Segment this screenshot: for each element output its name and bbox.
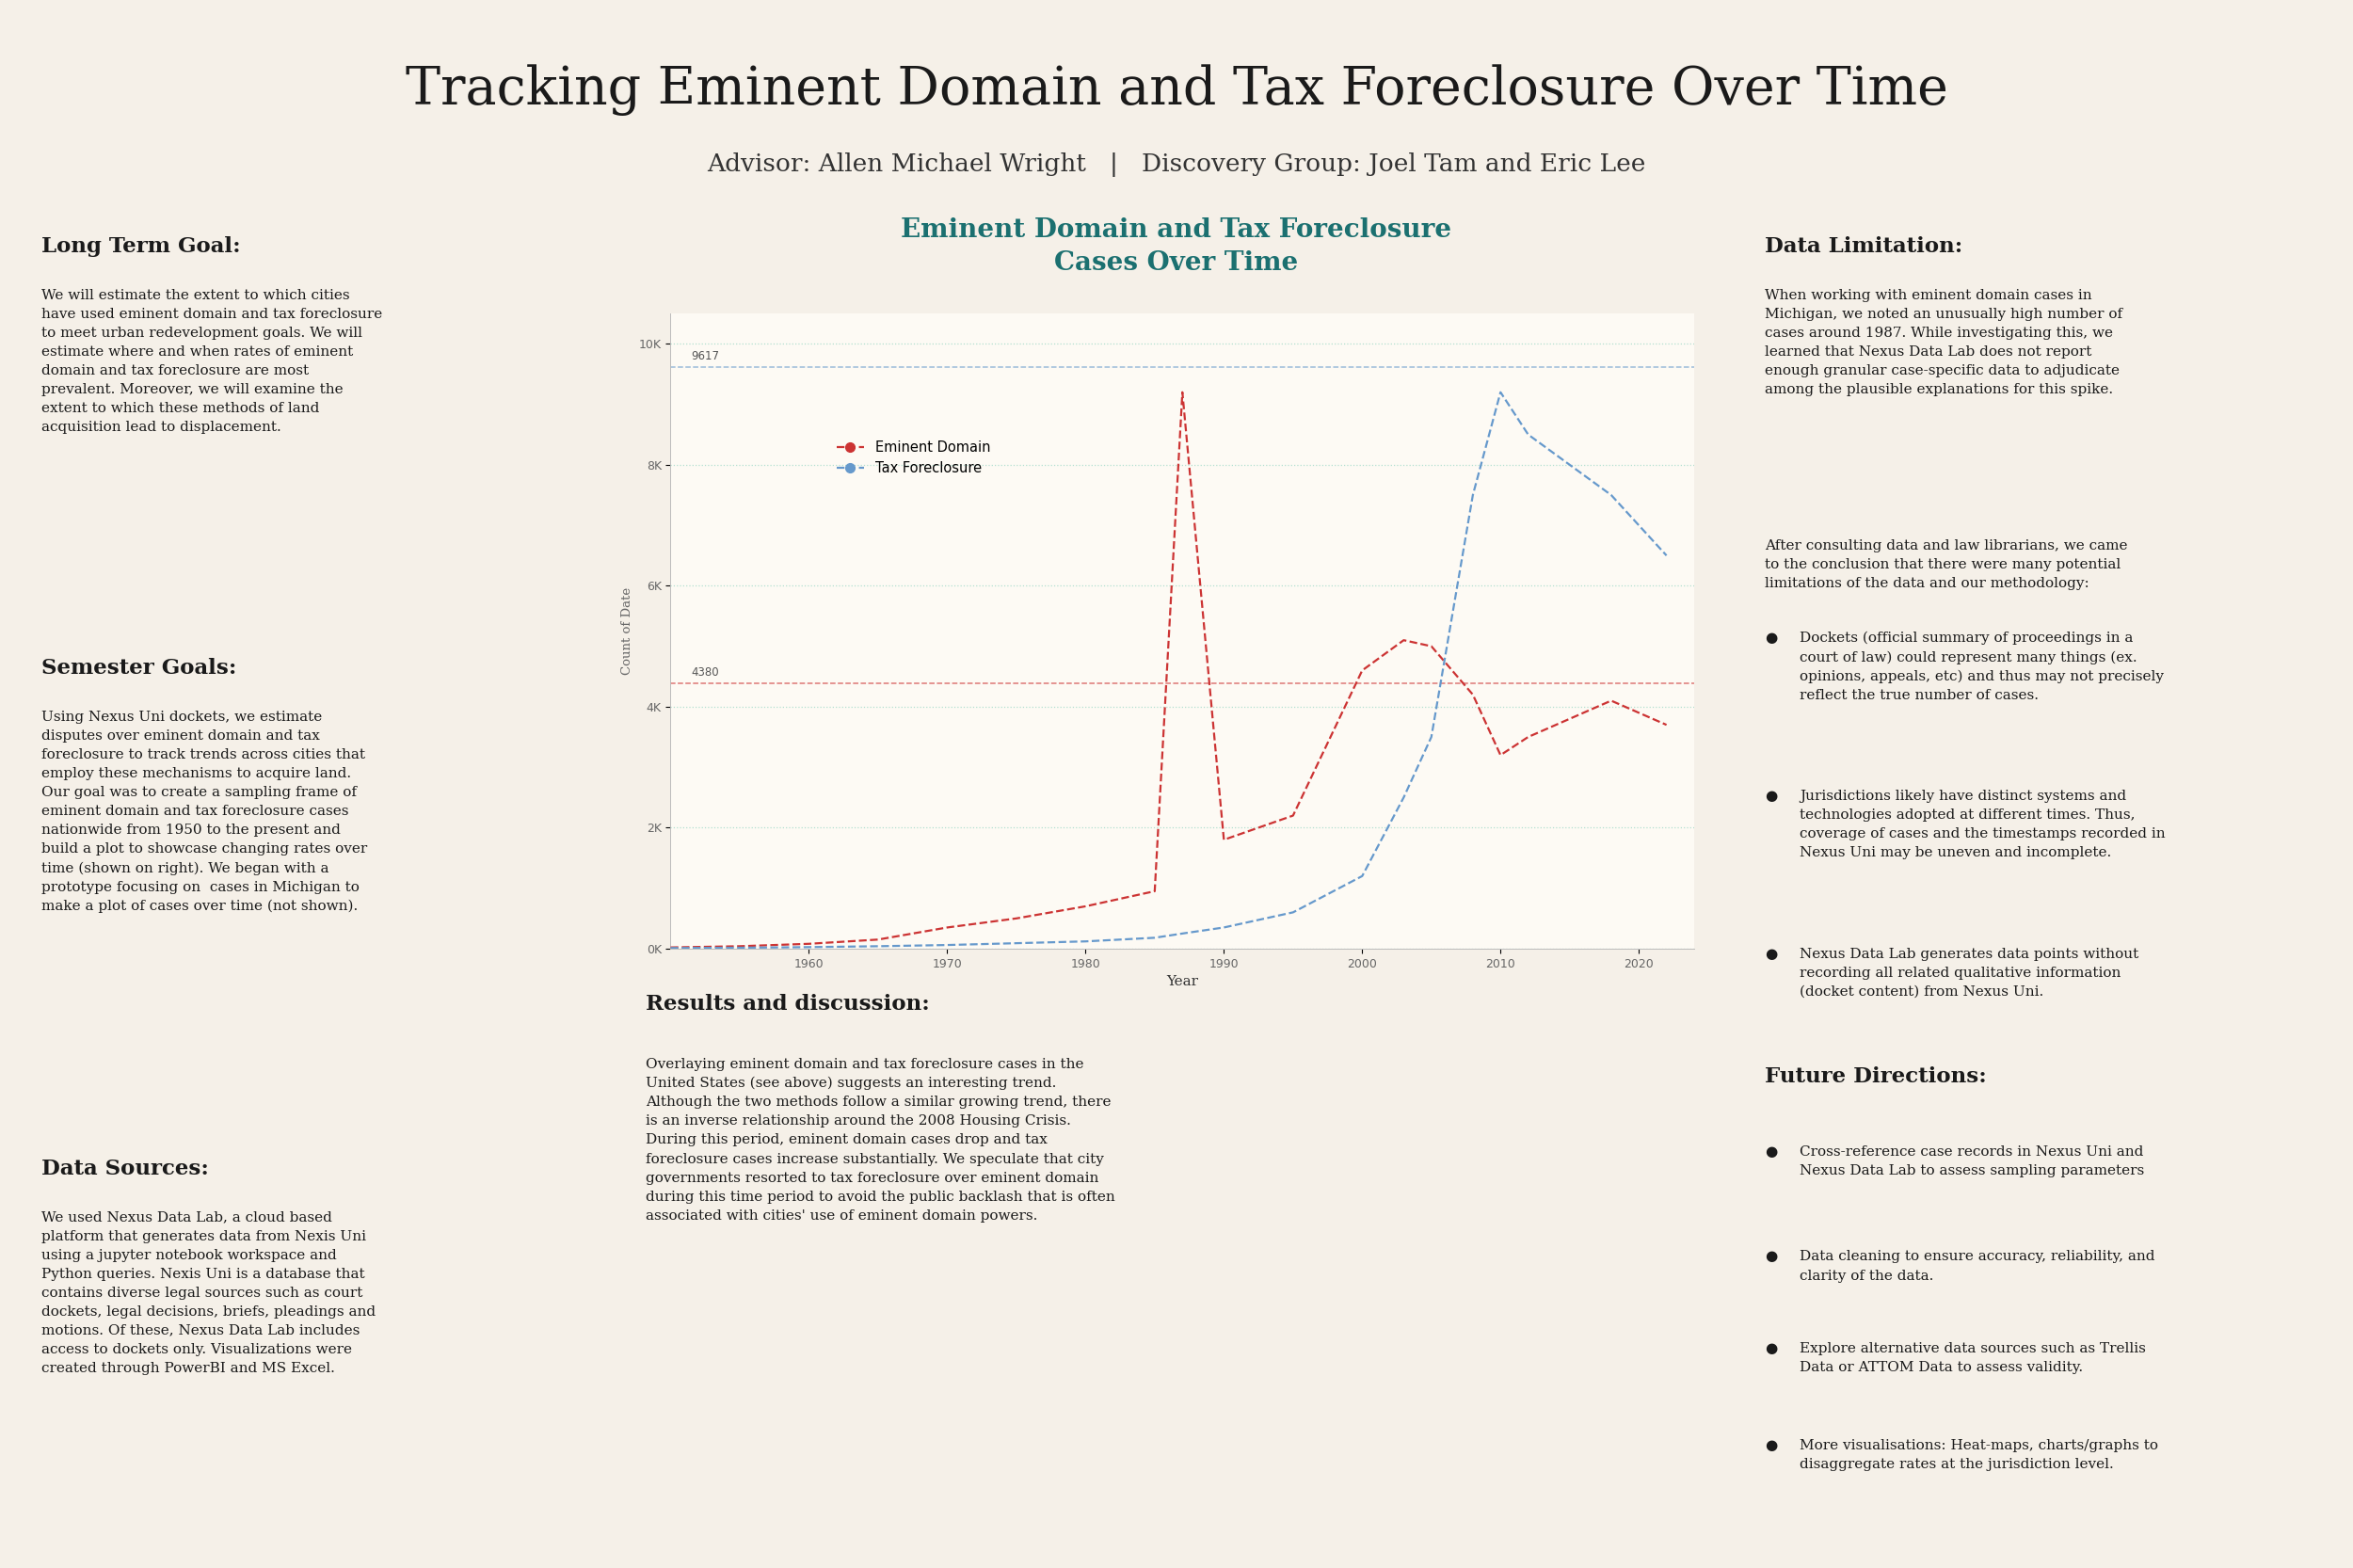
Text: Data cleaning to ensure accuracy, reliability, and
clarity of the data.: Data cleaning to ensure accuracy, reliab… (1800, 1250, 2155, 1283)
Text: ●: ● (1765, 632, 1777, 644)
Text: Dockets (official summary of proceedings in a
court of law) could represent many: Dockets (official summary of proceedings… (1800, 632, 2165, 702)
Text: 9617: 9617 (692, 350, 720, 362)
Text: Cross-reference case records in Nexus Uni and
Nexus Data Lab to assess sampling : Cross-reference case records in Nexus Un… (1800, 1145, 2144, 1178)
Text: Results and discussion:: Results and discussion: (645, 994, 929, 1014)
Text: Using Nexus Uni dockets, we estimate
disputes over eminent domain and tax
forecl: Using Nexus Uni dockets, we estimate dis… (42, 710, 367, 913)
Text: ●: ● (1765, 947, 1777, 961)
Text: When working with eminent domain cases in
Michigan, we noted an unusually high n: When working with eminent domain cases i… (1765, 289, 2122, 397)
Text: Explore alternative data sources such as Trellis
Data or ATTOM Data to assess va: Explore alternative data sources such as… (1800, 1342, 2146, 1375)
Text: After consulting data and law librarians, we came
to the conclusion that there w: After consulting data and law librarians… (1765, 539, 2127, 590)
Legend: Eminent Domain, Tax Foreclosure: Eminent Domain, Tax Foreclosure (831, 434, 995, 481)
Text: ●: ● (1765, 1439, 1777, 1452)
Text: We used Nexus Data Lab, a cloud based
platform that generates data from Nexis Un: We used Nexus Data Lab, a cloud based pl… (42, 1210, 376, 1375)
Text: ●: ● (1765, 1145, 1777, 1159)
Text: Advisor: Allen Michael Wright   |   Discovery Group: Joel Tam and Eric Lee: Advisor: Allen Michael Wright | Discover… (708, 152, 1645, 177)
Text: Eminent Domain and Tax Foreclosure
Cases Over Time: Eminent Domain and Tax Foreclosure Cases… (901, 218, 1452, 276)
X-axis label: Year: Year (1167, 975, 1198, 988)
Text: Semester Goals:: Semester Goals: (42, 657, 238, 679)
Text: Data Limitation:: Data Limitation: (1765, 237, 1962, 257)
Text: Tracking Eminent Domain and Tax Foreclosure Over Time: Tracking Eminent Domain and Tax Foreclos… (405, 64, 1948, 116)
Text: ●: ● (1765, 1342, 1777, 1356)
Text: 4380: 4380 (692, 666, 720, 679)
Text: Jurisdictions likely have distinct systems and
technologies adopted at different: Jurisdictions likely have distinct syste… (1800, 789, 2165, 859)
Text: We will estimate the extent to which cities
have used eminent domain and tax for: We will estimate the extent to which cit… (42, 289, 384, 434)
Text: ●: ● (1765, 1250, 1777, 1264)
Y-axis label: Count of Date: Count of Date (621, 588, 633, 674)
Text: Data Sources:: Data Sources: (42, 1159, 209, 1179)
Text: Nexus Data Lab generates data points without
recording all related qualitative i: Nexus Data Lab generates data points wit… (1800, 947, 2139, 999)
Text: More visualisations: Heat-maps, charts/graphs to
disaggregate rates at the juris: More visualisations: Heat-maps, charts/g… (1800, 1439, 2158, 1471)
Text: Overlaying eminent domain and tax foreclosure cases in the
United States (see ab: Overlaying eminent domain and tax forecl… (645, 1057, 1115, 1223)
Text: ●: ● (1765, 789, 1777, 803)
Text: Future Directions:: Future Directions: (1765, 1066, 1986, 1087)
Text: Long Term Goal:: Long Term Goal: (42, 237, 240, 257)
